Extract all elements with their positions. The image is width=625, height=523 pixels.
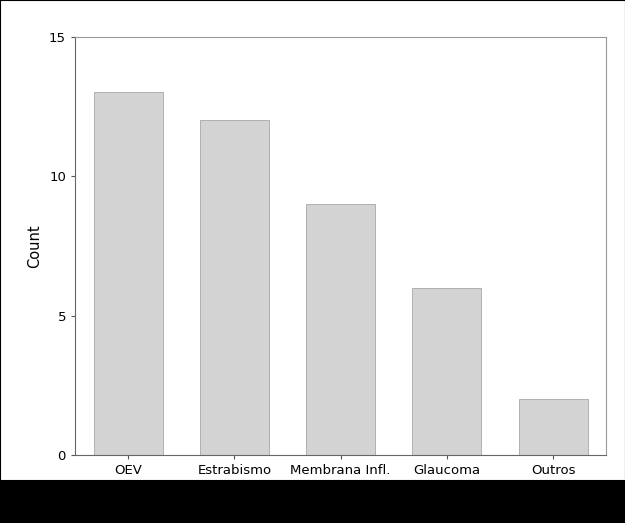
Bar (306, 204, 375, 455)
Bar (412, 288, 481, 455)
X-axis label: VAR00016: VAR00016 (299, 484, 382, 499)
Bar (200, 120, 269, 455)
Bar (94, 93, 162, 455)
Y-axis label: Count: Count (27, 224, 42, 268)
Bar (519, 399, 588, 455)
